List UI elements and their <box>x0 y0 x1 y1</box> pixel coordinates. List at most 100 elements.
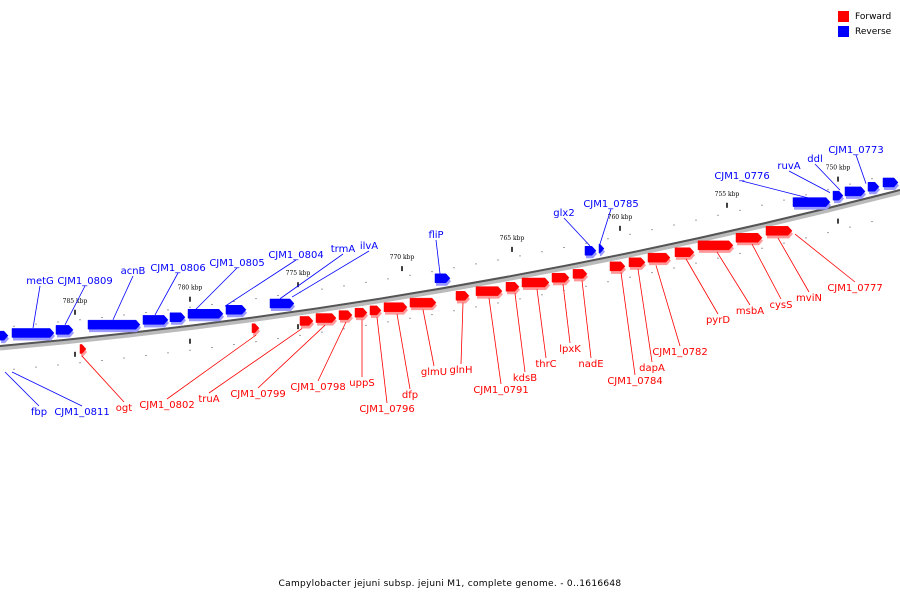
gene-label: glx2 <box>553 208 591 247</box>
gene-label: glmU <box>421 309 447 378</box>
gene-label: CJM1_0804 <box>224 250 324 307</box>
forward-gene-arrow-body <box>735 233 763 243</box>
leader-line <box>11 371 83 407</box>
forward-gene-arrow <box>735 233 763 246</box>
leader-line <box>81 355 125 403</box>
gene-name: uppS <box>349 378 374 389</box>
forward-gene-arrow <box>354 307 368 321</box>
gene-label: CJM1_0791 <box>473 298 529 396</box>
forward-gene-arrow <box>475 286 503 299</box>
gene-name: glnH <box>450 365 473 376</box>
leader-line <box>112 275 134 320</box>
forward-gene-arrow <box>251 323 260 336</box>
reverse-gene-arrow-body <box>11 328 55 338</box>
gene-name: glx2 <box>553 208 574 219</box>
genome-backbone <box>0 189 900 351</box>
forward-gene-arrow-body <box>521 277 550 288</box>
forward-gene-arrow-body <box>354 307 368 318</box>
forward-gene-arrow-body <box>79 344 87 354</box>
gene-label: dapA <box>637 269 665 374</box>
gene-name: msbA <box>736 306 764 317</box>
forward-gene-arrow-body <box>409 297 437 308</box>
gene-label: CJM1_0799 <box>230 324 326 400</box>
legend-reverse-label: Reverse <box>855 26 892 37</box>
gene-label: uppS <box>349 319 375 389</box>
leader-line <box>435 239 441 274</box>
gene-label: fbp <box>4 371 47 418</box>
reverse-gene-arrow-body <box>792 197 831 207</box>
forward-gene-arrow-body <box>315 313 337 323</box>
leader-line <box>317 321 347 382</box>
reverse-gene-arrow <box>584 246 597 259</box>
scale-label: 785 kbp <box>63 298 88 305</box>
reverse-gene-arrow-body <box>867 182 880 192</box>
reverse-gene-arrow <box>11 328 55 341</box>
leader-line <box>655 265 681 347</box>
gene-name: glmU <box>421 367 447 378</box>
leader-line <box>291 250 370 298</box>
forward-gene-arrow <box>521 277 550 290</box>
leader-line <box>4 371 40 407</box>
gene-label: metG <box>26 276 54 329</box>
scale-label: 770 kbp <box>390 254 415 261</box>
gene-name: thrC <box>535 359 556 370</box>
gene-name: CJM1_0785 <box>583 199 638 210</box>
scale-label: 775 kbp <box>286 270 311 277</box>
forward-gene-arrow-body <box>505 282 520 292</box>
gene-label: CJM1_0805 <box>194 258 265 311</box>
gene-name: metG <box>26 276 54 287</box>
forward-gene-arrow-body <box>628 257 646 268</box>
reverse-gene-arrow <box>269 298 295 311</box>
reverse-gene-arrow-body <box>87 319 141 330</box>
reverse-gene-arrow-body <box>844 186 866 197</box>
reverse-gene-arrow <box>867 182 880 195</box>
forward-gene-arrow-body <box>765 226 793 236</box>
forward-gene-arrow <box>409 297 437 311</box>
leader-line <box>620 272 636 376</box>
gene-name: CJM1_0811 <box>54 407 109 418</box>
forward-gene-arrow-body <box>299 316 314 326</box>
gene-name: trmA <box>331 244 356 255</box>
reverse-gene-arrow-body <box>584 246 597 256</box>
gene-label: CJM1_0785 <box>583 199 639 245</box>
reverse-gene-arrow <box>142 315 169 328</box>
forward-gene-arrow <box>79 344 87 357</box>
gene-label: acnB <box>112 266 146 320</box>
gene-label: dfp <box>396 313 418 401</box>
gene-name: fliP <box>428 230 443 241</box>
reverse-gene-arrow-body <box>55 325 74 335</box>
leader-line <box>814 163 841 191</box>
leader-line <box>599 208 612 245</box>
gene-name: ruvA <box>777 161 800 172</box>
gene-name: dapA <box>639 363 665 374</box>
leader-line <box>855 154 867 184</box>
gene-label: fliP <box>428 230 444 274</box>
gene-label: CJM1_0782 <box>652 265 708 358</box>
gene-label: thrC <box>535 289 557 370</box>
gene-name: CJM1_0802 <box>139 400 194 411</box>
leader-line <box>376 317 388 404</box>
leader-line <box>208 328 303 394</box>
forward-gene-arrow <box>647 252 671 266</box>
reverse-gene-arrow-body <box>882 177 899 188</box>
gene-label: CJM1_0806 <box>150 263 206 316</box>
gene-name: CJM1_0799 <box>230 389 285 400</box>
leader-line <box>563 217 591 247</box>
scale-label: 750 kbp <box>826 165 851 172</box>
legend-reverse: Reverse <box>838 24 891 39</box>
leader-line <box>562 284 571 344</box>
forward-gene-arrow-body <box>674 247 695 257</box>
reverse-gene-arrow <box>792 197 831 210</box>
scale-label: 760 kbp <box>608 214 633 221</box>
reverse-gene-arrow <box>87 319 141 333</box>
gene-name: dfp <box>402 390 418 401</box>
reverse-gene-arrow-body <box>187 309 224 319</box>
forward-gene-arrow <box>551 272 570 286</box>
forward-gene-arrow <box>572 269 588 282</box>
gene-name: CJM1_0791 <box>473 385 528 396</box>
gene-label: trmA <box>279 244 356 300</box>
leader-line <box>154 272 179 316</box>
reverse-gene-arrow <box>434 273 451 286</box>
gene-labels: metG CJM1_0809 acnB CJM1_0806 CJM1_0805 CJM1_… <box>4 145 884 418</box>
gene-name: lpxK <box>559 344 581 355</box>
